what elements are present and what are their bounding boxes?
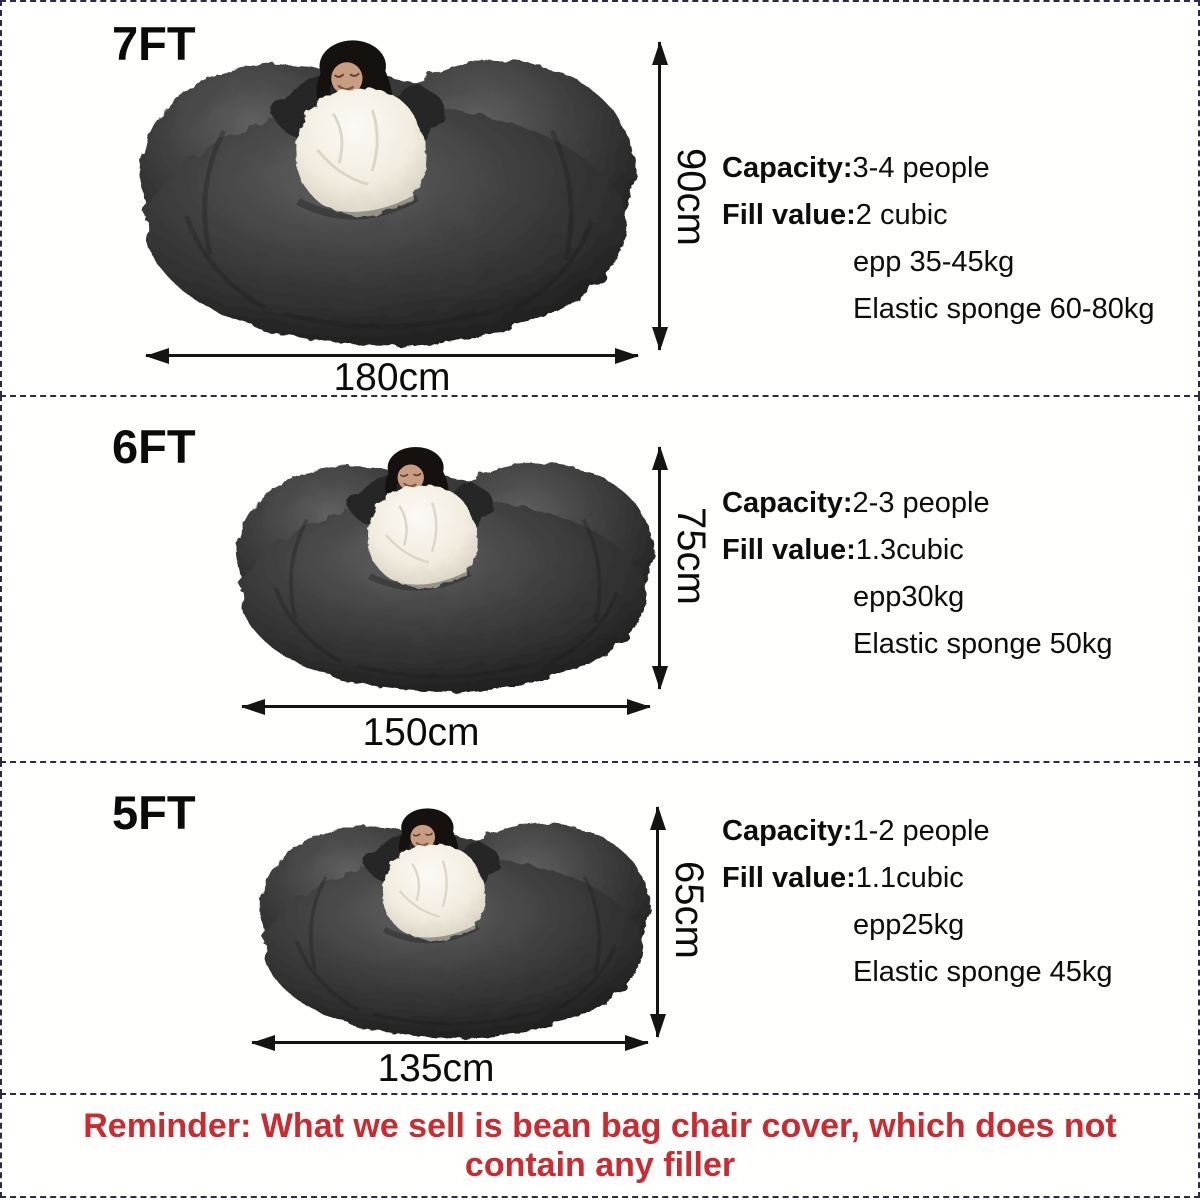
capacity-row: Capacity:3-4 people <box>722 152 1154 199</box>
spec-list: Capacity:2-3 people Fill value:1.3cubic … <box>722 487 1113 675</box>
size-label-5ft: 5FT <box>112 786 196 839</box>
fill-value: 1.3cubic <box>855 534 964 566</box>
width-dimension-arrow <box>252 1041 648 1044</box>
capacity-value: 1-2 people <box>852 815 990 847</box>
capacity-label: Capacity: <box>722 487 853 519</box>
fill-value: 1.1cubic <box>855 862 964 894</box>
height-dimension-arrow <box>658 447 661 689</box>
fill-detail-epp: epp25kg <box>853 909 965 941</box>
capacity-label: Capacity: <box>722 152 853 184</box>
size-label-7ft: 7FT <box>112 17 196 70</box>
height-dimension-label: 65cm <box>667 861 711 959</box>
fill-detail-epp: epp30kg <box>853 581 965 613</box>
width-dimension-label: 180cm <box>333 356 451 399</box>
fill-value-label: Fill value: <box>722 862 856 894</box>
fill-value-row: Fill value:1.3cubic <box>722 534 1113 581</box>
capacity-value: 3-4 people <box>852 152 990 184</box>
capacity-row: Capacity:1-2 people <box>722 815 1113 862</box>
bean-bag-photo-7ft <box>130 28 638 352</box>
fill-detail-sponge: Elastic sponge 45kg <box>853 956 1113 988</box>
reminder-text: Reminder: What we sell is bean bag chair… <box>83 1106 1117 1184</box>
size-section-5ft: 5FT 65cm 135cm <box>0 761 1200 1095</box>
fill-value-row: Fill value:1.1cubic <box>722 862 1113 909</box>
spec-list: Capacity:1-2 people Fill value:1.1cubic … <box>722 815 1113 1003</box>
height-dimension-label: 90cm <box>669 148 713 246</box>
width-dimension-arrow <box>146 354 638 357</box>
fill-detail-sponge: Elastic sponge 60-80kg <box>853 293 1155 325</box>
fill-detail-epp: epp 35-45kg <box>853 246 1015 278</box>
fill-value: 2 cubic <box>855 199 948 231</box>
capacity-value: 2-3 people <box>852 487 990 519</box>
bean-bag-photo-5ft <box>252 799 652 1043</box>
fill-detail-sponge: Elastic sponge 50kg <box>853 628 1113 660</box>
fill-value-row: Fill value:2 cubic <box>722 199 1154 246</box>
capacity-row: Capacity:2-3 people <box>722 487 1113 534</box>
size-section-7ft: 7FT 90cm 180cm <box>0 0 1200 399</box>
size-section-6ft: 6FT 75cm 150cm <box>0 395 1200 763</box>
width-dimension-label: 135cm <box>377 1047 495 1090</box>
height-dimension-arrow <box>656 807 659 1037</box>
reminder-banner: Reminder: What we sell is bean bag chair… <box>0 1093 1200 1198</box>
capacity-label: Capacity: <box>722 815 853 847</box>
fill-value-label: Fill value: <box>722 199 856 231</box>
width-dimension-label: 150cm <box>362 711 480 754</box>
size-label-6ft: 6FT <box>112 420 196 473</box>
fill-value-label: Fill value: <box>722 534 856 566</box>
height-dimension-label: 75cm <box>669 507 713 605</box>
height-dimension-arrow <box>658 42 661 350</box>
bean-bag-photo-6ft <box>228 437 656 697</box>
width-dimension-arrow <box>242 705 650 708</box>
spec-list: Capacity:3-4 people Fill value:2 cubic e… <box>722 152 1154 340</box>
